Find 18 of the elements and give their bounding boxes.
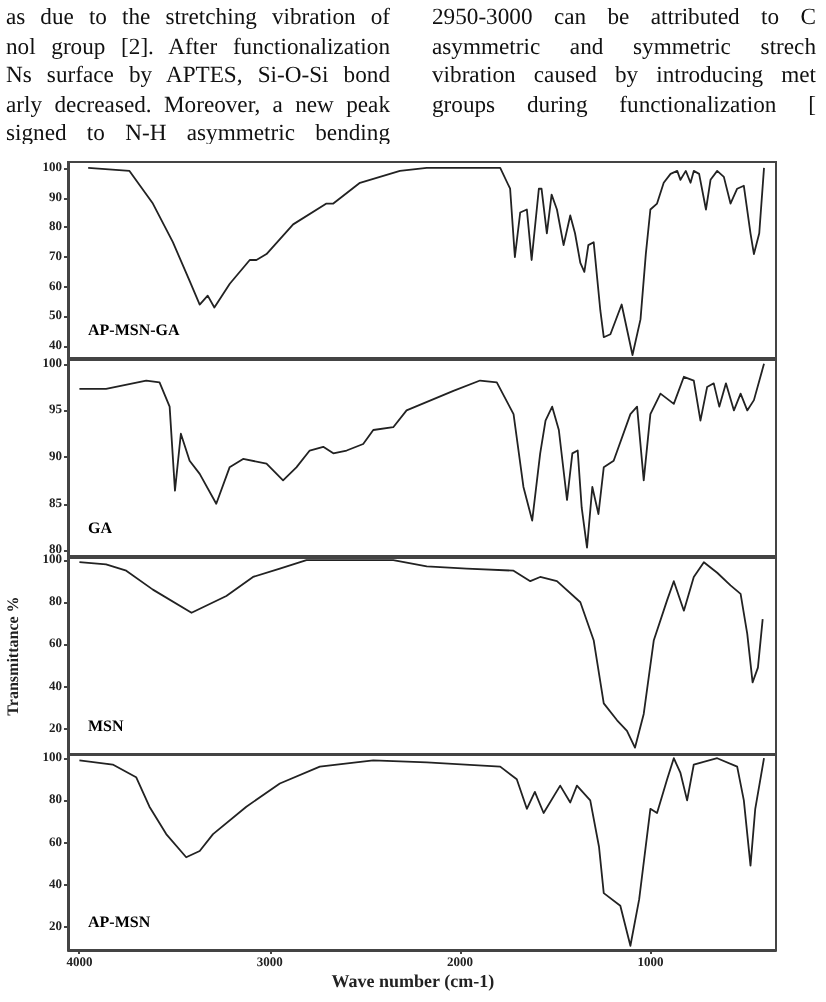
- text: 2950-3000 can be attributed to C: [432, 4, 816, 33]
- annotation: AP-MSN: [88, 913, 151, 931]
- text: vibration caused by introducing met: [432, 62, 816, 91]
- y-axis-title: Transmittance %: [3, 596, 22, 716]
- text: asymmetric and symmetric strech: [432, 33, 816, 62]
- annotation: MSN: [88, 717, 124, 735]
- text: groups during functionalization [: [432, 91, 816, 120]
- line-series: [78, 757, 765, 947]
- annotation: AP-MSN-GA: [88, 321, 180, 339]
- line-series: [78, 559, 764, 749]
- text: as due to the stretching vibration of: [6, 4, 390, 33]
- annotation: GA: [88, 519, 113, 537]
- line-series: [87, 167, 765, 356]
- x-axis-title: Wave number (cm-1): [331, 971, 495, 991]
- line-series: [78, 362, 765, 549]
- text: arly decreased. Moreover, a new peak: [6, 91, 390, 120]
- text: Ns surface by APTES, Si-O-Si bond: [6, 62, 390, 91]
- text: nol group [2]. After functionalization: [6, 33, 390, 62]
